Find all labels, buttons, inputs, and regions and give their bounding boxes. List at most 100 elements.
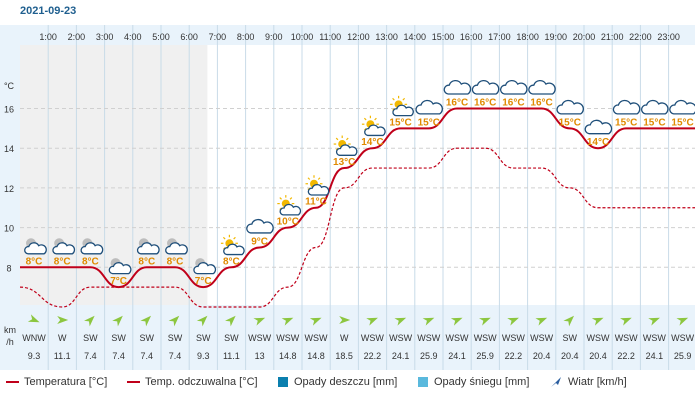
partly-cloudy-day-icon xyxy=(305,175,330,196)
temperature-label: 16°C xyxy=(502,98,524,109)
temperature-label: 11°C xyxy=(305,197,327,208)
hour-label: 5:00 xyxy=(152,32,170,42)
cloudy-icon xyxy=(612,99,641,115)
sun-ray xyxy=(317,177,321,180)
wind-direction-label: SW xyxy=(83,333,98,343)
partly-cloudy-night-icon xyxy=(80,238,104,255)
legend-temperature-label: Temperatura [°C] xyxy=(24,376,108,388)
wind-arrow-icon xyxy=(225,315,236,327)
wind-direction-label: WSW xyxy=(474,333,497,343)
sun-ray xyxy=(307,177,311,180)
sun-ray xyxy=(346,137,349,141)
hour-label: 13:00 xyxy=(375,32,398,42)
wind-direction-label: WSW xyxy=(587,333,610,343)
temperature-label: 8°C xyxy=(54,256,71,267)
sun-ray xyxy=(222,236,226,240)
wind-arrow-icon xyxy=(648,317,660,326)
cloudy-icon xyxy=(246,218,274,234)
legend-snow-swatch xyxy=(418,377,428,387)
cloud-shape xyxy=(556,99,584,115)
y-tick-label: 10 xyxy=(4,224,14,234)
wind-speed-label: 22.2 xyxy=(364,351,382,361)
wind-arrow-icon xyxy=(551,377,561,387)
wind-speed-label: 24.1 xyxy=(646,351,664,361)
hour-label: 16:00 xyxy=(460,32,483,42)
wind-arrow-shape xyxy=(648,317,660,326)
cloud-shape xyxy=(669,99,695,115)
wind-direction-label: WSW xyxy=(361,333,384,343)
wind-speed-label: 20.4 xyxy=(589,351,607,361)
wind-speed-label: 9.3 xyxy=(28,351,41,361)
hour-label: 20:00 xyxy=(573,32,596,42)
legend-apparent-temperature: Temp. odczuwalna [°C] xyxy=(127,376,258,388)
partly-cloudy-night-icon xyxy=(24,238,47,255)
legend-temperature: Temperatura [°C] xyxy=(6,376,107,388)
legend-rain-swatch xyxy=(278,377,288,387)
hour-label: 19:00 xyxy=(545,32,568,42)
wind-arrow-icon xyxy=(57,316,69,324)
legend-apparent-swatch xyxy=(127,381,140,383)
wind-arrow-shape xyxy=(422,317,435,326)
wind-arrow-shape xyxy=(591,317,604,326)
y-tick-label: 12 xyxy=(4,184,14,194)
wind-speed-label: 13 xyxy=(255,351,265,361)
wind-arrow-shape xyxy=(253,317,266,326)
wind-arrow-icon xyxy=(309,317,322,326)
wind-direction-label: WSW xyxy=(530,333,553,343)
wind-arrow-icon xyxy=(339,316,351,324)
chart-legend: Temperatura [°C] Temp. odczuwalna [°C] O… xyxy=(0,376,695,394)
wind-arrow-icon xyxy=(168,315,180,327)
wind-arrow-icon xyxy=(563,315,575,327)
wind-arrow-shape xyxy=(281,317,294,326)
wind-speed-label: 11.1 xyxy=(54,351,71,361)
hour-label: 8:00 xyxy=(237,32,255,42)
sun-ray xyxy=(289,197,293,200)
sun-ray xyxy=(335,137,339,141)
wind-arrow-shape xyxy=(507,317,519,326)
temperature-line xyxy=(19,107,695,289)
wind-strip xyxy=(0,305,695,370)
wind-direction-label: SW xyxy=(168,333,183,343)
wind-arrow-icon xyxy=(366,317,378,326)
temperature-label: 10°C xyxy=(277,217,299,228)
wind-speed-label: 25.9 xyxy=(476,351,494,361)
wind-arrow-shape xyxy=(168,315,180,327)
wind-speed-label: 24.1 xyxy=(392,351,410,361)
wind-speed-label: 14.8 xyxy=(307,351,325,361)
temperature-label: 8°C xyxy=(26,256,43,267)
wind-speed-label: 7.4 xyxy=(84,351,97,361)
wind-direction-label: W xyxy=(340,333,349,343)
wind-direction-label: SW xyxy=(140,333,155,343)
wind-arrow-icon xyxy=(422,317,435,326)
hour-label: 10:00 xyxy=(291,32,314,42)
wind-arrow-shape xyxy=(225,315,236,327)
wind-speed-label: 22.2 xyxy=(617,351,635,361)
temperature-label: 8°C xyxy=(223,256,240,267)
cloud-shape xyxy=(52,242,76,255)
y-axis-strip xyxy=(0,25,20,370)
wind-speed-label: 22.2 xyxy=(505,351,523,361)
cloud-shape xyxy=(165,242,188,255)
temperature-label: 14°C xyxy=(587,137,609,148)
legend-rain: Opady deszczu [mm] xyxy=(278,376,397,388)
legend-temperature-swatch xyxy=(6,381,19,383)
wind-arrow-icon xyxy=(27,314,40,323)
sun-ray xyxy=(233,236,236,240)
wind-arrow-shape xyxy=(366,317,378,326)
cloud-shape xyxy=(584,119,613,135)
wind-arrow-shape xyxy=(394,317,407,326)
hour-label: 18:00 xyxy=(516,32,539,42)
wind-arrow-shape xyxy=(27,314,40,323)
temperature-label: 8°C xyxy=(167,256,184,267)
temperature-label: 13°C xyxy=(333,157,355,168)
cloudy-night-icon xyxy=(193,258,217,275)
wind-arrow-icon xyxy=(112,315,123,327)
temperature-label: 15°C xyxy=(418,117,440,128)
wind-arrow-icon xyxy=(620,317,632,326)
sun-ray xyxy=(363,117,367,121)
temperature-label: 7°C xyxy=(110,276,127,287)
cloud-shape xyxy=(528,80,556,95)
wind-arrow-shape xyxy=(196,315,208,327)
wind-direction-label: SW xyxy=(224,333,239,343)
partly-cloudy-day-icon xyxy=(333,135,358,156)
